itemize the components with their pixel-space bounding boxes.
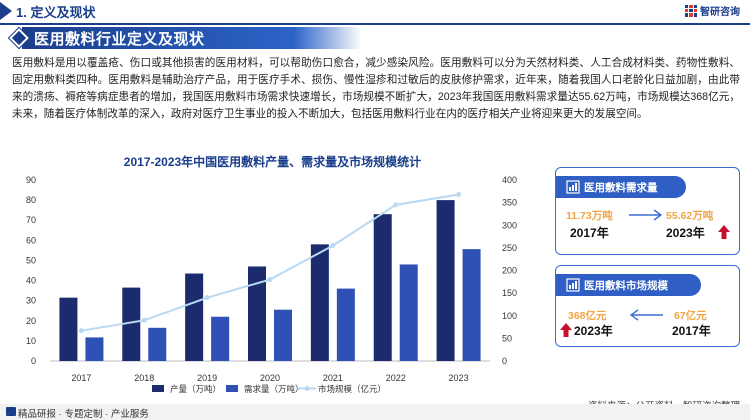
- demand-from-value: 11.73万吨: [566, 210, 613, 222]
- up-arrow-icon: [560, 323, 572, 337]
- y-right-tick-label: 350: [502, 198, 517, 208]
- market-left-year: 2023年: [574, 324, 613, 338]
- market-card: 医用敷料市场规模 368亿元 2023年 67亿元 2017年: [555, 265, 740, 347]
- y-right-tick-label: 250: [502, 243, 517, 253]
- bar-production: [122, 287, 141, 361]
- y-left-tick-label: 20: [26, 316, 36, 326]
- x-tick-label: 2023: [449, 373, 469, 383]
- y-left-tick-label: 40: [26, 276, 36, 286]
- bar-production: [373, 214, 392, 361]
- demand-card-title: 医用敷料需求量: [584, 181, 658, 194]
- market-size-point: [330, 243, 336, 249]
- x-tick-label: 2020: [260, 373, 280, 383]
- bar-demand: [399, 264, 418, 361]
- brand-name: 智研咨询: [700, 7, 740, 18]
- legend-swatch: [152, 385, 164, 392]
- legend-swatch: [304, 386, 310, 391]
- chart-icon: [562, 274, 584, 296]
- bar-demand: [211, 316, 230, 361]
- bar-production: [185, 273, 204, 361]
- demand-card: 医用敷料需求量 11.73万吨 2017年 55.62万吨 2023年: [555, 167, 740, 255]
- market-size-point: [78, 328, 84, 334]
- page-title: 医用敷料行业定义及现状: [34, 31, 205, 48]
- chart-title: 2017-2023年中国医用敷料产量、需求量及市场规模统计: [123, 155, 422, 169]
- intro-paragraph: 医用敷料是用以覆盖疮、伤口或其他损害的医用材料，可以帮助伤口愈合，减少感染风险。…: [12, 57, 740, 120]
- x-tick-label: 2019: [197, 373, 217, 383]
- y-left-tick-label: 60: [26, 235, 36, 245]
- market-size-point: [267, 277, 273, 283]
- demand-to-year: 2023年: [666, 226, 705, 240]
- demand-card-header: 医用敷料需求量: [556, 176, 686, 198]
- market-size-point: [456, 191, 462, 197]
- y-left-tick-label: 30: [26, 296, 36, 306]
- x-tick-label: 2022: [386, 373, 406, 383]
- section-title: 1. 定义及现状: [16, 5, 96, 20]
- arrow-right-icon: [629, 209, 663, 221]
- legend-label: 需求量（万吨）: [244, 384, 304, 394]
- section-arrow-icon: [0, 2, 12, 20]
- bar-demand: [462, 249, 481, 361]
- x-tick-label: 2017: [71, 373, 91, 383]
- bar-production: [59, 297, 78, 361]
- bar-production: [248, 266, 266, 361]
- footer-text: 精品研报 · 专题定制 · 产业服务: [18, 409, 149, 420]
- market-card-title: 医用敷料市场规模: [584, 279, 668, 292]
- bar-demand: [148, 327, 167, 361]
- market-size-point: [204, 295, 210, 301]
- demand-from-year: 2017年: [570, 226, 609, 240]
- brand-logo-icon: [685, 4, 697, 17]
- bar-production: [436, 200, 455, 361]
- y-left-tick-label: 80: [26, 195, 36, 205]
- market-size-point: [393, 202, 399, 208]
- x-tick-label: 2018: [134, 373, 154, 383]
- legend-label: 产量（万吨）: [170, 384, 221, 394]
- header-divider: [0, 23, 750, 25]
- chart-svg: 0 10 20 30 40 50 60 70 80 90 0 50 100 150 200 250 300 350…: [26, 175, 517, 394]
- market-card-header: 医用敷料市场规模: [556, 274, 701, 296]
- x-tick-label: 2021: [323, 373, 343, 383]
- y-left-tick-label: 70: [26, 215, 36, 225]
- legend-swatch: [226, 385, 238, 392]
- legend-label: 市场规模（亿元）: [318, 384, 386, 394]
- up-arrow-icon: [718, 225, 730, 239]
- bar-demand: [85, 337, 104, 361]
- title-banner: [22, 27, 362, 49]
- y-left-tick-label: 50: [26, 255, 36, 265]
- bar-demand: [274, 309, 292, 361]
- y-left-tick-label: 90: [26, 175, 36, 185]
- y-left-tick-label: 10: [26, 336, 36, 346]
- demand-to-value: 55.62万吨: [666, 210, 714, 222]
- document-icon: [6, 407, 16, 416]
- y-right-tick-label: 150: [502, 288, 517, 298]
- bar-demand: [336, 288, 355, 361]
- market-size-point: [141, 317, 147, 323]
- market-right-year: 2017年: [672, 324, 711, 338]
- y-right-tick-label: 400: [502, 175, 517, 185]
- footer-bar: [0, 404, 750, 420]
- y-right-tick-label: 0: [502, 356, 507, 366]
- y-left-tick-label: 0: [31, 356, 36, 366]
- chart-icon: [562, 176, 584, 198]
- brand-logo: 智研咨询: [685, 3, 740, 18]
- bar-production: [310, 244, 329, 361]
- y-right-tick-label: 300: [502, 220, 517, 230]
- y-right-tick-label: 50: [502, 333, 512, 343]
- y-right-tick-label: 100: [502, 311, 517, 321]
- market-left-value: 368亿元: [568, 310, 607, 322]
- top-header: 1. 定义及现状 智研咨询: [0, 0, 750, 22]
- market-right-value: 67亿元: [674, 310, 707, 322]
- y-right-tick-label: 200: [502, 266, 517, 276]
- arrow-left-icon: [629, 309, 663, 321]
